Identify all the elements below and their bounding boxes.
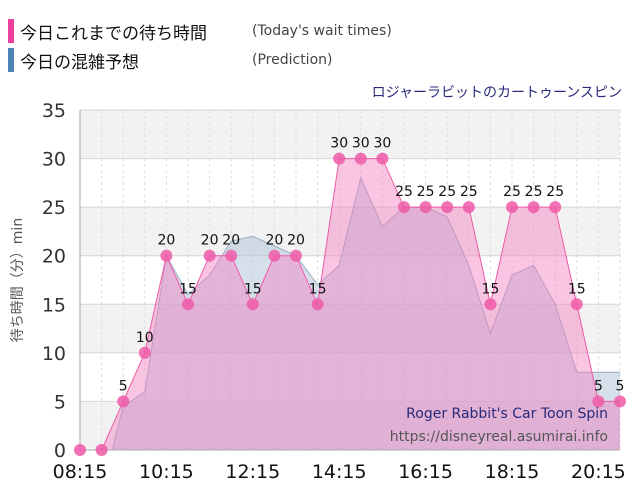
legend-item-actual[interactable]: 今日これまでの待ち時間 (Today's wait times)	[8, 18, 392, 44]
x-tick-label: 20:15	[571, 461, 626, 483]
x-tick-label: 18:15	[485, 461, 540, 483]
data-point	[592, 395, 605, 408]
x-tick-label: 10:15	[139, 461, 194, 483]
data-label: 15	[179, 281, 197, 297]
legend-sublabel-prediction: (Prediction)	[252, 52, 333, 68]
data-label: 15	[481, 281, 499, 297]
legend-label-actual: 今日これまでの待ち時間	[20, 23, 207, 44]
grid-band	[80, 110, 620, 159]
actual-area	[80, 158, 620, 451]
attraction-name-en: Roger Rabbit's Car Toon Spin	[406, 406, 608, 422]
prediction-area	[80, 178, 620, 450]
data-point	[441, 201, 454, 214]
data-point	[225, 249, 238, 262]
data-point	[268, 249, 281, 262]
data-point	[182, 298, 194, 311]
data-point	[246, 298, 259, 311]
legend-swatch-actual	[8, 19, 14, 43]
data-point	[74, 444, 86, 456]
x-tick-label: 14:15	[312, 461, 367, 483]
data-label: 25	[417, 184, 435, 200]
prediction-line	[80, 176, 620, 451]
y-tick-label: 10	[42, 343, 66, 365]
data-label: 5	[616, 378, 625, 394]
data-label: 25	[525, 184, 543, 200]
source-url: https://disneyreal.asumirai.info	[390, 429, 608, 445]
data-label: 20	[287, 233, 305, 249]
data-point	[290, 249, 302, 262]
data-label: 25	[546, 184, 564, 200]
legend-sublabel-actual: (Today's wait times)	[252, 23, 392, 39]
y-tick-label: 0	[54, 440, 66, 462]
data-point	[549, 201, 562, 214]
data-point	[333, 152, 346, 165]
data-label: 20	[265, 233, 283, 249]
x-tick-label: 16:15	[398, 461, 453, 483]
data-point	[398, 201, 410, 214]
data-point	[95, 444, 108, 456]
data-label: 15	[568, 281, 586, 297]
data-point	[203, 249, 216, 262]
y-tick-label: 30	[42, 149, 66, 171]
data-point	[570, 298, 583, 311]
data-point	[160, 249, 173, 262]
data-label: 20	[157, 233, 175, 249]
data-point	[527, 201, 540, 214]
y-tick-label: 35	[42, 100, 66, 122]
data-point	[138, 346, 151, 359]
data-point	[311, 298, 324, 311]
data-label: 10	[136, 330, 154, 346]
data-label: 20	[222, 233, 240, 249]
legend-swatch-prediction	[8, 48, 14, 72]
x-tick-label: 08:15	[53, 461, 108, 483]
data-label: 5	[594, 378, 603, 394]
data-label: 25	[395, 184, 413, 200]
data-label: 20	[201, 233, 219, 249]
data-label: 15	[309, 281, 327, 297]
data-point	[462, 201, 475, 214]
y-tick-label: 20	[42, 246, 66, 268]
data-label: 30	[373, 136, 391, 152]
y-tick-label: 15	[42, 294, 66, 316]
y-axis-title: 待ち時間（分）min	[10, 218, 26, 342]
data-point	[354, 152, 367, 165]
y-tick-label: 5	[54, 391, 66, 413]
data-point	[117, 395, 130, 408]
data-label: 25	[438, 184, 456, 200]
data-point	[506, 201, 518, 214]
data-label: 5	[119, 378, 128, 394]
data-point	[484, 298, 497, 311]
data-label: 25	[460, 184, 478, 200]
data-point	[419, 201, 432, 214]
legend-label-prediction: 今日の混雑予想	[20, 52, 139, 73]
legend-item-prediction[interactable]: 今日の混雑予想 (Prediction)	[8, 47, 332, 73]
y-tick-label: 25	[42, 197, 66, 219]
data-label: 30	[352, 136, 370, 152]
chart-title: ロジャーラビットのカートゥーンスピン	[371, 85, 622, 101]
data-point	[614, 395, 626, 408]
data-label: 25	[503, 184, 521, 200]
data-point	[376, 152, 389, 165]
x-tick-label: 12:15	[225, 461, 280, 483]
data-label: 30	[330, 136, 348, 152]
data-label: 15	[244, 281, 262, 297]
